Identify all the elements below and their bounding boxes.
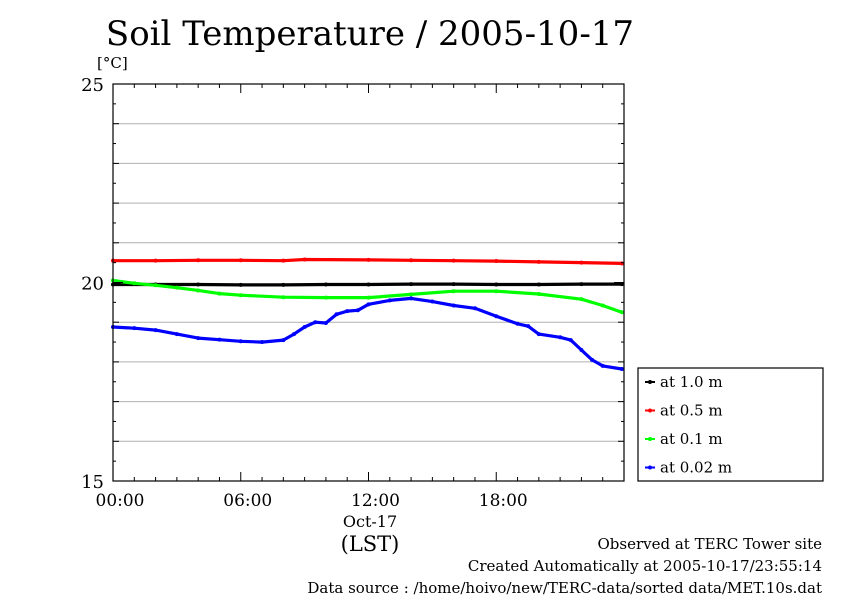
series-point-1 bbox=[451, 258, 456, 263]
series-point-3 bbox=[536, 332, 541, 337]
series-point-3 bbox=[323, 320, 328, 325]
series-point-3 bbox=[345, 309, 350, 314]
series-point-3 bbox=[260, 340, 265, 345]
series-point-1 bbox=[494, 259, 499, 264]
series-point-0 bbox=[579, 282, 584, 287]
series-point-2 bbox=[238, 293, 243, 298]
series-point-3 bbox=[409, 296, 414, 301]
series-point-2 bbox=[536, 292, 541, 297]
series-point-2 bbox=[132, 281, 137, 286]
y-tick-label: 25 bbox=[81, 75, 104, 96]
series-point-2 bbox=[323, 295, 328, 300]
legend-marker bbox=[648, 380, 652, 384]
series-point-0 bbox=[451, 282, 456, 287]
series-point-3 bbox=[387, 298, 392, 303]
series-point-3 bbox=[558, 335, 563, 340]
series-point-2 bbox=[217, 291, 222, 296]
series-point-1 bbox=[409, 258, 414, 263]
series-point-1 bbox=[302, 257, 307, 262]
x-tick-label: 00:00 bbox=[96, 491, 145, 511]
series-point-0 bbox=[238, 282, 243, 287]
series-point-2 bbox=[153, 283, 158, 288]
legend-label: at 0.02 m bbox=[660, 459, 732, 477]
x-axis-date-label: Oct-17 bbox=[342, 512, 398, 531]
series-point-2 bbox=[600, 303, 605, 308]
series-point-3 bbox=[515, 321, 520, 326]
series-point-3 bbox=[366, 302, 371, 307]
series-point-0 bbox=[323, 282, 328, 287]
legend-marker bbox=[648, 437, 652, 441]
x-axis-timezone-label: (LST) bbox=[340, 532, 400, 556]
series-layer bbox=[111, 257, 624, 372]
series-point-3 bbox=[451, 303, 456, 308]
series-point-1 bbox=[366, 257, 371, 262]
series-point-2 bbox=[619, 310, 624, 315]
series-point-3 bbox=[579, 347, 584, 352]
series-point-0 bbox=[366, 282, 371, 287]
legend-label: at 0.1 m bbox=[660, 430, 723, 448]
series-point-1 bbox=[196, 258, 201, 263]
series-point-3 bbox=[291, 332, 296, 337]
x-tick-label: 18:00 bbox=[479, 491, 528, 511]
series-point-3 bbox=[568, 338, 573, 343]
series-point-3 bbox=[590, 357, 595, 362]
grid-lines bbox=[113, 123, 624, 442]
series-point-3 bbox=[302, 324, 307, 329]
series-point-3 bbox=[619, 367, 624, 372]
series-point-2 bbox=[579, 297, 584, 302]
axis-ticks: 15 20 25 00:00 06:00 12:00 18:00 bbox=[81, 75, 625, 511]
series-point-0 bbox=[536, 282, 541, 287]
legend-label: at 0.5 m bbox=[660, 402, 723, 420]
chart-title: Soil Temperature / 2005-10-17 bbox=[105, 14, 635, 54]
series-point-3 bbox=[355, 308, 360, 313]
series-point-3 bbox=[174, 332, 179, 337]
y-tick-label: 15 bbox=[81, 472, 104, 493]
series-point-3 bbox=[313, 320, 318, 325]
footer-site: Observed at TERC Tower site bbox=[597, 535, 822, 553]
series-point-3 bbox=[334, 312, 339, 317]
series-point-3 bbox=[472, 306, 477, 311]
y-tick-label: 20 bbox=[81, 274, 104, 295]
series-point-3 bbox=[281, 338, 286, 343]
legend-box bbox=[637, 367, 824, 482]
series-point-2 bbox=[196, 288, 201, 293]
series-point-3 bbox=[217, 337, 222, 342]
series-point-1 bbox=[238, 258, 243, 263]
footer-created: Created Automatically at 2005-10-17/23:5… bbox=[467, 557, 822, 575]
series-point-2 bbox=[366, 295, 371, 300]
legend: at 1.0 m at 0.5 m at 0.1 m at 0.02 m bbox=[637, 367, 824, 482]
series-point-1 bbox=[153, 258, 158, 263]
series-point-3 bbox=[600, 363, 605, 368]
series-line-3 bbox=[111, 296, 624, 371]
series-point-0 bbox=[196, 282, 201, 287]
series-point-0 bbox=[281, 282, 286, 287]
x-tick-label: 06:00 bbox=[223, 491, 272, 511]
series-point-3 bbox=[430, 299, 435, 304]
legend-label: at 1.0 m bbox=[660, 373, 723, 391]
footer-source: Data source : /home/hoivo/new/TERC-data/… bbox=[307, 579, 822, 597]
series-point-2 bbox=[174, 285, 179, 290]
series-point-1 bbox=[536, 259, 541, 264]
series-point-2 bbox=[494, 289, 499, 294]
series-point-3 bbox=[526, 324, 531, 329]
series-point-2 bbox=[451, 289, 456, 294]
series-point-2 bbox=[281, 295, 286, 300]
series-point-1 bbox=[619, 261, 624, 266]
legend-marker bbox=[648, 408, 652, 413]
series-point-3 bbox=[494, 314, 499, 319]
series-point-0 bbox=[409, 282, 414, 287]
series-point-0 bbox=[494, 282, 499, 287]
series-point-3 bbox=[153, 328, 158, 333]
series-point-0 bbox=[619, 282, 624, 287]
y-axis-unit: [°C] bbox=[97, 54, 128, 72]
series-point-2 bbox=[409, 292, 414, 297]
legend-marker bbox=[648, 465, 652, 470]
series-point-3 bbox=[238, 339, 243, 344]
x-tick-label: 12:00 bbox=[351, 491, 400, 511]
series-point-3 bbox=[132, 326, 137, 331]
series-point-3 bbox=[196, 336, 201, 341]
series-point-1 bbox=[579, 260, 584, 265]
series-point-1 bbox=[281, 258, 286, 263]
